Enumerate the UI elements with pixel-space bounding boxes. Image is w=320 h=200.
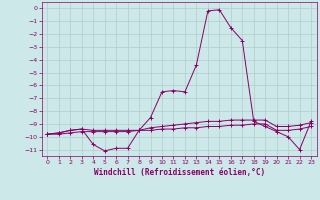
X-axis label: Windchill (Refroidissement éolien,°C): Windchill (Refroidissement éolien,°C) [94,168,265,177]
